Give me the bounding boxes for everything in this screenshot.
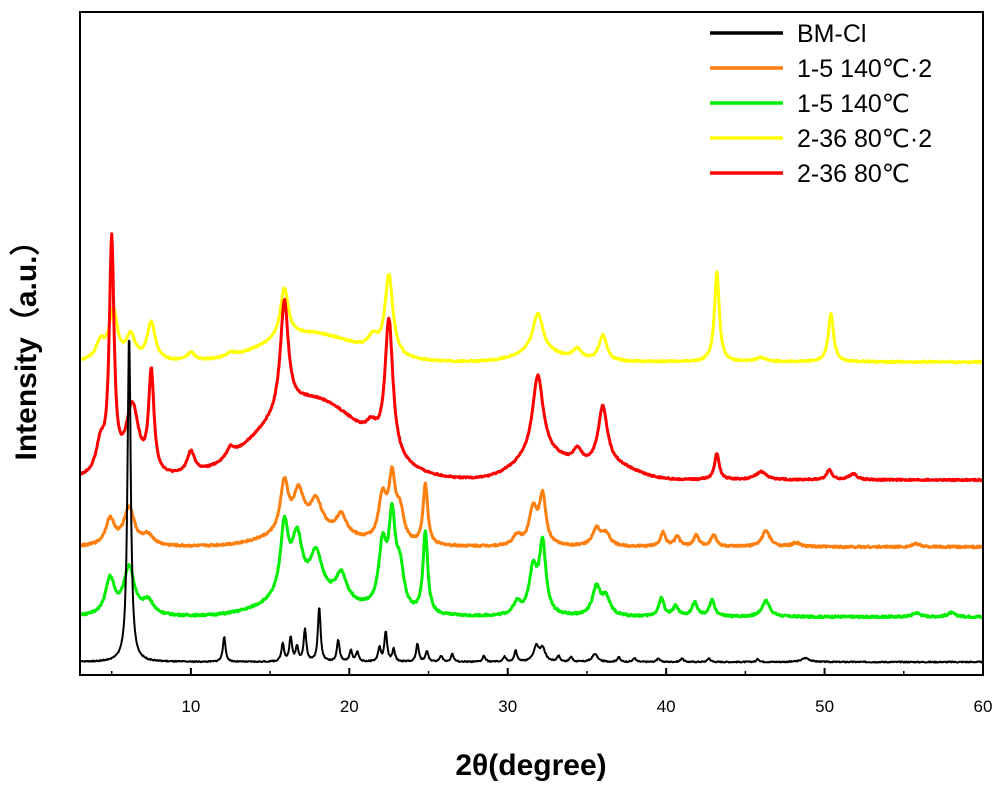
legend: BM-Cl 1-5 140℃·2 1-5 140℃ 2-36 80℃·2 2-36 80… <box>710 20 932 188</box>
series-line-1-5-140 <box>78 502 985 620</box>
plot-frame <box>79 11 984 676</box>
x-axis-title: 2θ(degree) <box>455 749 606 782</box>
series-line-2-36-80-2 <box>79 270 985 365</box>
x-tick-label: 50 <box>815 697 834 716</box>
legend-label: 2-36 80℃ <box>797 160 910 188</box>
legend-label: 1-5 140℃·2 <box>797 55 932 83</box>
legend-label: 1-5 140℃ <box>797 90 910 118</box>
x-tick-label: 20 <box>340 697 359 716</box>
x-tick-label: 60 <box>974 697 993 716</box>
legend-label: 2-36 80℃·2 <box>797 125 932 153</box>
x-tick-label: 40 <box>657 697 676 716</box>
series-line-bm-cl <box>79 339 984 664</box>
legend-label: BM-Cl <box>797 20 866 48</box>
series-line-1-5-140-2 <box>79 465 984 550</box>
plot-area <box>78 232 985 664</box>
series-line-2-36-80 <box>79 232 984 483</box>
x-axis: 10 20 30 40 50 60 <box>110 668 993 716</box>
x-tick-label: 30 <box>498 697 517 716</box>
x-tick-label: 10 <box>181 697 200 716</box>
y-axis-title: Intensity（a.u.） <box>9 225 43 460</box>
